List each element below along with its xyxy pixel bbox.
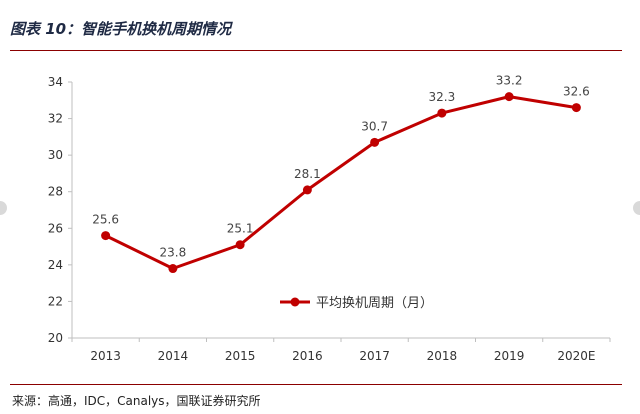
y-tick-label: 32	[48, 112, 63, 126]
scroll-indicator-left	[0, 201, 7, 215]
data-point	[571, 103, 581, 113]
series-line	[104, 95, 577, 271]
data-label: 28.1	[294, 167, 321, 181]
legend-marker	[290, 297, 300, 307]
x-tick-label: 2017	[359, 349, 390, 363]
x-tick-label: 2015	[225, 349, 256, 363]
data-point	[370, 137, 380, 147]
data-label: 30.7	[361, 119, 388, 133]
y-tick-label: 22	[48, 294, 63, 308]
source-note: 来源：高通，IDC，Canalys，国联证券研究所	[12, 394, 261, 408]
data-point	[101, 231, 111, 241]
legend-label: 平均换机周期（月）	[316, 296, 433, 311]
scroll-indicator-right	[633, 201, 640, 215]
y-tick-label: 30	[48, 148, 63, 162]
data-label: 33.2	[496, 74, 523, 88]
chart-caption: 图表 10：智能手机换机周期情况	[10, 20, 232, 38]
data-point	[504, 92, 514, 102]
x-tick-label: 2013	[90, 349, 121, 363]
data-label: 23.8	[160, 246, 187, 260]
bottom-divider	[10, 384, 622, 385]
x-tick-label: 2016	[292, 349, 323, 363]
x-tick-label: 2018	[427, 349, 458, 363]
data-point	[235, 240, 245, 250]
data-point	[302, 185, 312, 195]
data-label: 25.6	[92, 213, 119, 227]
x-tick-label: 2019	[494, 349, 525, 363]
top-divider	[10, 50, 622, 51]
data-label: 32.3	[429, 90, 456, 104]
y-tick-label: 26	[48, 221, 63, 235]
x-tick-label: 2020E	[557, 349, 595, 363]
y-tick-label: 28	[48, 185, 63, 199]
data-label: 25.1	[227, 222, 254, 236]
data-point	[168, 264, 178, 274]
y-tick-label: 20	[48, 331, 63, 345]
x-tick-label: 2014	[158, 349, 189, 363]
y-tick-label: 24	[48, 258, 63, 272]
data-label: 32.6	[563, 85, 590, 99]
data-point	[437, 108, 447, 118]
y-tick-label: 34	[48, 75, 63, 89]
